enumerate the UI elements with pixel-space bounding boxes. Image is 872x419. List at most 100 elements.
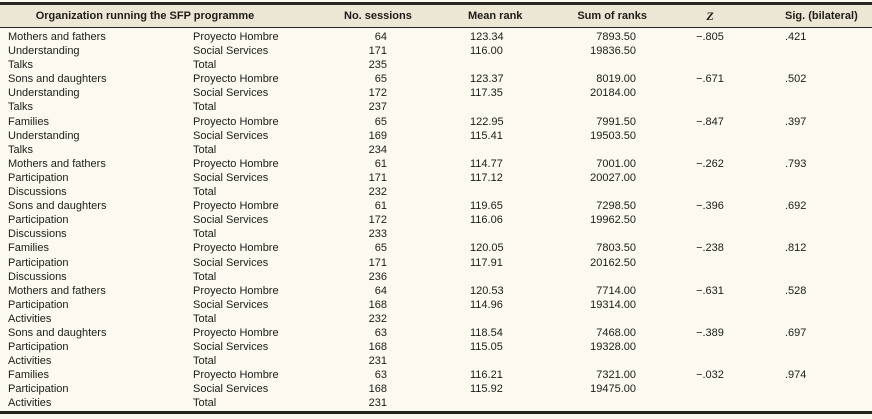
cell-mean-rank: 117.12 bbox=[470, 171, 503, 184]
cell-z: −.238 bbox=[696, 242, 724, 255]
cell-mean-rank: 116.06 bbox=[470, 214, 503, 227]
cell-sessions: 168 bbox=[368, 383, 387, 396]
cell-mean-rank: 114.96 bbox=[470, 298, 503, 311]
cell-group-label: Understanding bbox=[8, 45, 80, 58]
cell-sig bbox=[770, 185, 872, 199]
cell-sum-of-ranks: 19475.00 bbox=[590, 383, 636, 396]
cell-sessions: 61 bbox=[374, 200, 387, 213]
cell-sessions: 172 bbox=[368, 87, 387, 100]
cell-sessions: 61 bbox=[374, 157, 387, 170]
cell-sessions: 236 bbox=[368, 270, 387, 283]
cell-sig: .793 bbox=[785, 157, 807, 170]
header-row: Organization running the SFP programme N… bbox=[0, 3, 872, 28]
cell-sessions: 237 bbox=[368, 101, 387, 114]
cell-sum-of-ranks bbox=[536, 143, 650, 157]
cell-sum-of-ranks bbox=[536, 396, 650, 412]
cell-mean-rank bbox=[412, 354, 536, 368]
cell-organization: Social Services bbox=[193, 256, 269, 269]
cell-group-label: Activities bbox=[8, 355, 52, 368]
table-row: Activities Total 231 bbox=[0, 396, 872, 412]
cell-organization: Proyecto Hombre bbox=[193, 284, 279, 297]
cell-z bbox=[650, 270, 770, 284]
cell-sum-of-ranks: 7991.50 bbox=[596, 115, 636, 128]
cell-organization: Social Services bbox=[193, 45, 269, 58]
table-row: Participation Social Services 171 117.12 200… bbox=[0, 171, 872, 185]
cell-z bbox=[650, 256, 770, 270]
cell-sig bbox=[770, 100, 872, 114]
cell-sig: .528 bbox=[785, 284, 807, 297]
table-row: Activities Total 232 bbox=[0, 312, 872, 326]
cell-organization: Total bbox=[193, 101, 217, 114]
cell-sum-of-ranks: 20184.00 bbox=[590, 87, 636, 100]
cell-organization: Social Services bbox=[193, 129, 269, 142]
cell-group-label: Discussions bbox=[8, 228, 67, 241]
cell-sessions: 171 bbox=[368, 171, 387, 184]
cell-sig bbox=[770, 58, 872, 72]
cell-group-label: Participation bbox=[8, 171, 69, 184]
cell-z: −.262 bbox=[696, 157, 724, 170]
cell-sessions: 63 bbox=[374, 369, 387, 382]
cell-sum-of-ranks: 7803.50 bbox=[596, 242, 636, 255]
cell-organization: Proyecto Hombre bbox=[193, 115, 279, 128]
cell-z bbox=[650, 382, 770, 396]
table-row: Understanding Social Services 171 116.00 198… bbox=[0, 44, 872, 58]
cell-z: −.396 bbox=[696, 200, 724, 213]
table-row: Understanding Social Services 172 117.35 201… bbox=[0, 86, 872, 100]
table-row: Participation Social Services 171 117.91 201… bbox=[0, 256, 872, 270]
cell-z bbox=[650, 86, 770, 100]
cell-z bbox=[650, 354, 770, 368]
cell-sum-of-ranks: 19503.50 bbox=[590, 129, 636, 142]
table-row: Mothers and fathers Proyecto Hombre 64 120.… bbox=[0, 284, 872, 298]
cell-sig: .812 bbox=[785, 242, 807, 255]
cell-group-label: Understanding bbox=[8, 87, 80, 100]
cell-organization: Proyecto Hombre bbox=[193, 31, 279, 43]
cell-sessions: 64 bbox=[374, 284, 387, 297]
cell-sum-of-ranks: 20027.00 bbox=[590, 171, 636, 184]
cell-mean-rank bbox=[412, 185, 536, 199]
cell-z: −.631 bbox=[696, 284, 724, 297]
cell-mean-rank bbox=[412, 270, 536, 284]
cell-sessions: 232 bbox=[368, 186, 387, 199]
cell-group-label: Mothers and fathers bbox=[8, 31, 106, 43]
cell-sum-of-ranks bbox=[536, 58, 650, 72]
cell-sig bbox=[770, 44, 872, 58]
cell-group-label: Participation bbox=[8, 341, 69, 354]
cell-sig bbox=[770, 171, 872, 185]
header-sum-of-ranks: Sum of ranks bbox=[536, 3, 650, 28]
table-row: Participation Social Services 168 115.05 193… bbox=[0, 340, 872, 354]
table-row: Discussions Total 233 bbox=[0, 227, 872, 241]
cell-mean-rank bbox=[412, 227, 536, 241]
header-sig-bilateral: Sig. (bilateral) bbox=[770, 3, 872, 28]
cell-sessions: 168 bbox=[368, 298, 387, 311]
cell-z bbox=[650, 171, 770, 185]
cell-sum-of-ranks: 19962.50 bbox=[590, 214, 636, 227]
cell-sessions: 235 bbox=[368, 59, 387, 72]
header-no-sessions: No. sessions bbox=[340, 3, 412, 28]
cell-group-label: Mothers and fathers bbox=[8, 284, 106, 297]
cell-mean-rank: 117.91 bbox=[470, 256, 503, 269]
cell-organization: Total bbox=[193, 355, 217, 368]
cell-mean-rank: 118.54 bbox=[470, 326, 503, 339]
cell-z bbox=[650, 100, 770, 114]
cell-sessions: 231 bbox=[368, 355, 387, 368]
table-row: Families Proyecto Hombre 65 122.95 7991.50 −.… bbox=[0, 115, 872, 129]
cell-sum-of-ranks bbox=[536, 312, 650, 326]
cell-sig bbox=[770, 382, 872, 396]
cell-z bbox=[650, 129, 770, 143]
table-row: Discussions Total 232 bbox=[0, 185, 872, 199]
cell-sum-of-ranks: 7001.00 bbox=[596, 157, 636, 170]
cell-sig bbox=[770, 270, 872, 284]
cell-sum-of-ranks bbox=[536, 100, 650, 114]
table-row: Families Proyecto Hombre 63 116.21 7321.00 −.… bbox=[0, 368, 872, 382]
cell-organization: Total bbox=[193, 59, 217, 72]
table-row: Talks Total 234 bbox=[0, 143, 872, 157]
cell-sum-of-ranks bbox=[536, 270, 650, 284]
table-row: Participation Social Services 168 114.96 193… bbox=[0, 298, 872, 312]
cell-sig bbox=[770, 312, 872, 326]
cell-organization: Total bbox=[193, 143, 217, 156]
cell-organization: Proyecto Hombre bbox=[193, 157, 279, 170]
cell-sig bbox=[770, 227, 872, 241]
cell-mean-rank: 123.34 bbox=[470, 31, 504, 43]
cell-z: −.389 bbox=[696, 326, 724, 339]
cell-group-label: Discussions bbox=[8, 270, 67, 283]
